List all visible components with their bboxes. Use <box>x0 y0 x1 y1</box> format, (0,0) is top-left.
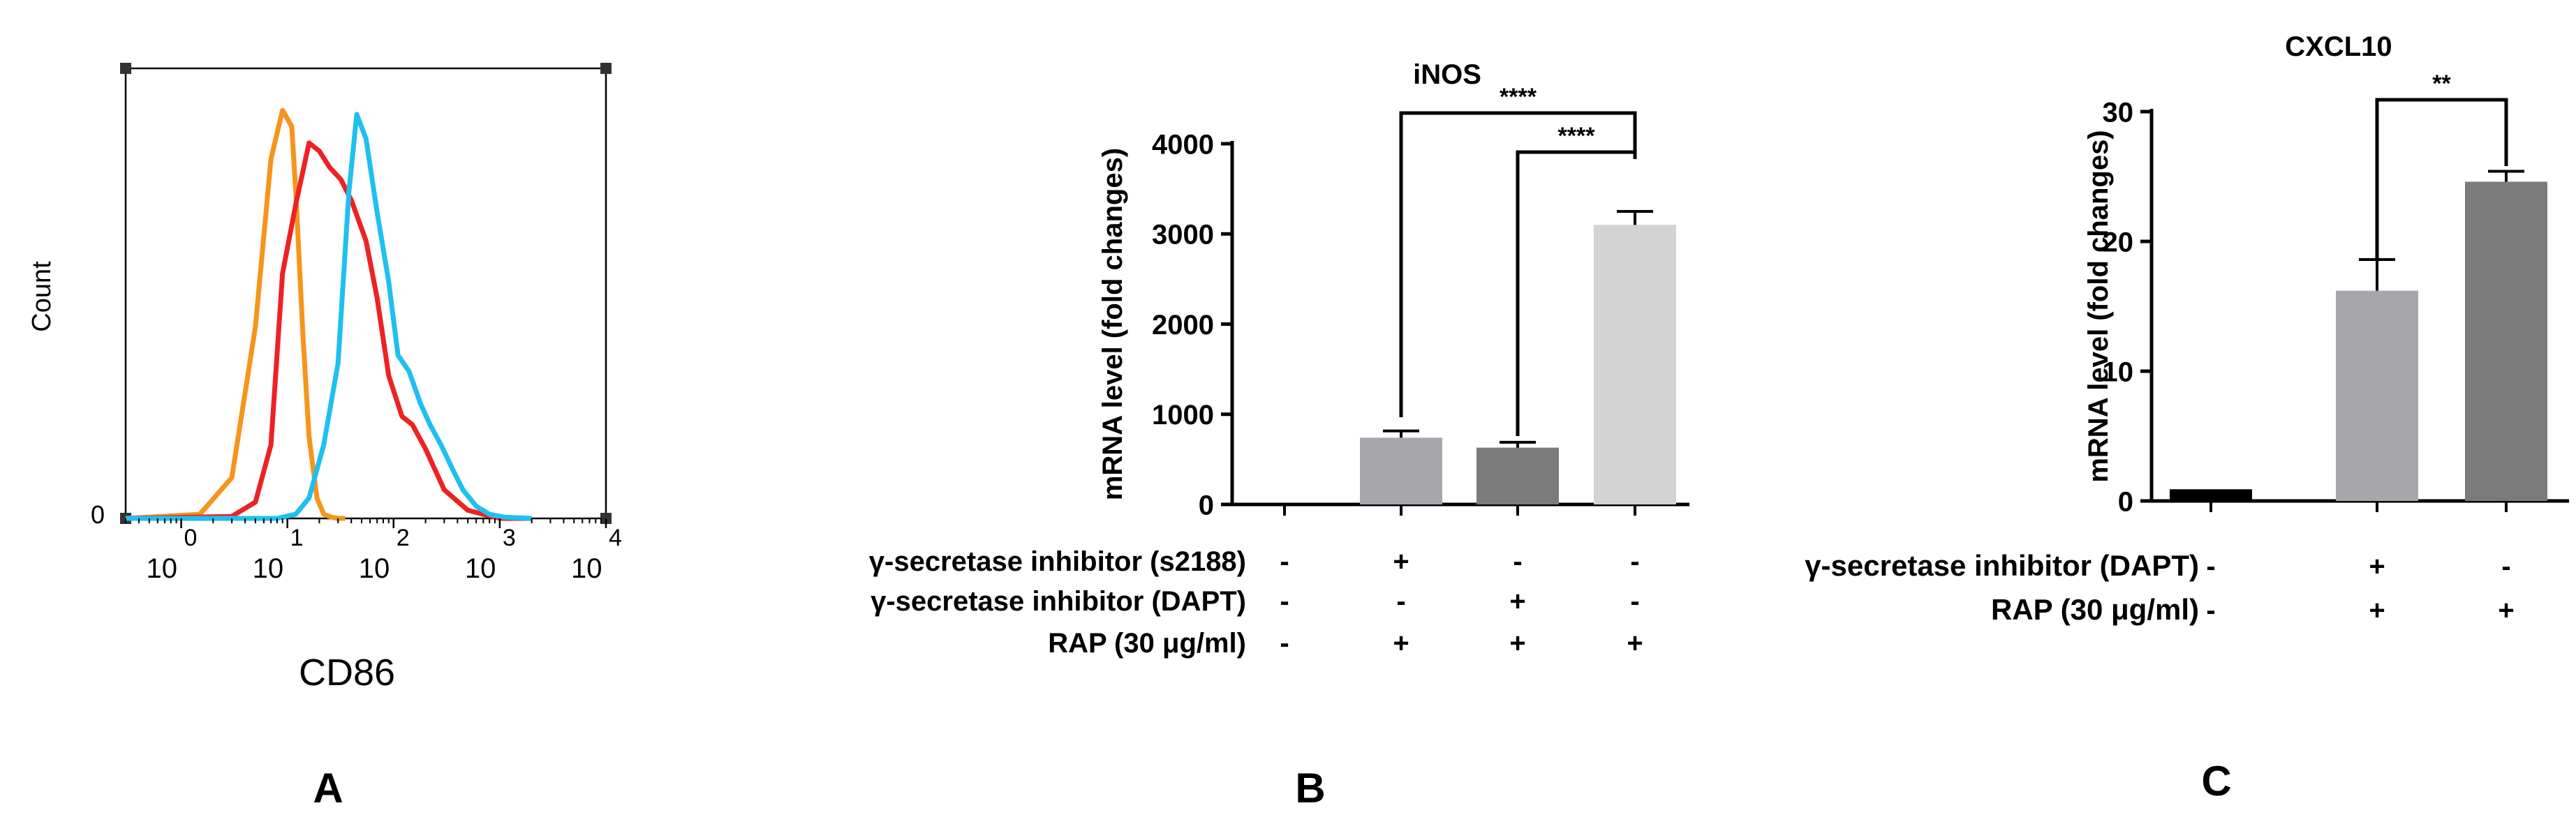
histogram-curve-orange <box>125 107 346 521</box>
significance-label: ** <box>2432 70 2451 97</box>
significance-bracket <box>2375 98 2508 260</box>
condition-label: RAP (30 μg/ml) <box>1048 628 1246 659</box>
condition-sign: - <box>2501 551 2510 582</box>
panel-label-b: B <box>1295 765 1325 811</box>
significance-bracket <box>1399 111 1637 417</box>
x-tick-exponent: 4 <box>609 525 622 551</box>
y-tick-label: 4000 <box>1152 129 1214 160</box>
condition-sign: - <box>1396 586 1405 617</box>
y-tick-label: 10 <box>2103 357 2134 387</box>
y-tick-label: 0 <box>2118 486 2133 517</box>
y-tick-label: 2000 <box>1152 310 1214 340</box>
condition-sign: - <box>1280 628 1289 659</box>
condition-sign: + <box>2369 595 2385 626</box>
condition-sign: - <box>1630 546 1639 577</box>
condition-sign: + <box>1393 546 1409 577</box>
x-tick-label: 10 <box>571 553 602 584</box>
x-tick-label: 10 <box>147 553 178 584</box>
x-axis-label: CD86 <box>299 652 395 694</box>
condition-sign: - <box>2206 595 2215 626</box>
y-tick-label: 0 <box>1199 490 1214 520</box>
x-tick-label: 10 <box>359 553 390 584</box>
condition-sign: - <box>1630 586 1639 617</box>
condition-sign: - <box>1280 586 1289 617</box>
condition-label: γ-secretase inhibitor (DAPT) <box>871 586 1246 617</box>
chart-title: CXCL10 <box>2285 31 2392 62</box>
panel-label-c: C <box>2201 758 2231 804</box>
panel-label-a: A <box>313 765 343 811</box>
condition-sign: - <box>1280 546 1289 577</box>
condition-sign: + <box>2498 595 2514 626</box>
condition-label: RAP (30 μg/ml) <box>1991 593 2199 626</box>
frame-corner-handle <box>600 63 612 74</box>
histogram-curve-cyan <box>126 112 532 521</box>
significance-label: **** <box>1500 84 1537 110</box>
x-tick-label: 10 <box>253 553 284 584</box>
bar <box>2170 489 2252 501</box>
condition-label: γ-secretase inhibitor (DAPT) <box>1805 549 2199 582</box>
condition-sign: - <box>2206 551 2215 582</box>
x-tick-exponent: 2 <box>397 525 410 551</box>
x-tick-exponent: 1 <box>290 525 304 551</box>
bar <box>1594 225 1676 504</box>
y-axis-label: mRNA level (fold changes) <box>1097 148 1128 500</box>
significance-bracket <box>1516 150 1637 436</box>
condition-sign: + <box>1509 628 1525 659</box>
condition-sign: + <box>1509 586 1525 617</box>
bar <box>1476 447 1559 504</box>
frame-corner-handle <box>120 63 131 74</box>
x-tick-label: 10 <box>465 553 496 584</box>
y-tick-label: 0 <box>91 500 105 529</box>
x-tick-exponent: 3 <box>503 525 516 551</box>
y-tick-label: 3000 <box>1152 220 1214 250</box>
y-axis-label: Count <box>27 261 57 332</box>
condition-sign: + <box>1393 628 1409 659</box>
x-tick-exponent: 0 <box>184 525 198 551</box>
y-tick-label: 30 <box>2103 97 2134 128</box>
condition-sign: + <box>1627 628 1643 659</box>
y-axis-label: mRNA level (fold changes) <box>2083 130 2114 482</box>
condition-label: γ-secretase inhibitor (s2188) <box>869 546 1246 577</box>
condition-sign: + <box>2369 551 2385 582</box>
significance-label: **** <box>1558 123 1596 149</box>
bar <box>1360 437 1442 504</box>
bar <box>2465 181 2547 501</box>
histogram-curve-red <box>125 140 532 521</box>
bar <box>2336 290 2418 501</box>
chart-title: iNOS <box>1413 59 1481 90</box>
condition-sign: - <box>1513 546 1522 577</box>
panel-b-inos-bar-chart: 0 1000 2000 3000 4000 mRNA level (fold change… <box>869 59 1689 659</box>
y-tick-label: 20 <box>2103 227 2134 257</box>
y-tick-label: 1000 <box>1152 400 1214 430</box>
histogram-frame <box>124 67 607 520</box>
